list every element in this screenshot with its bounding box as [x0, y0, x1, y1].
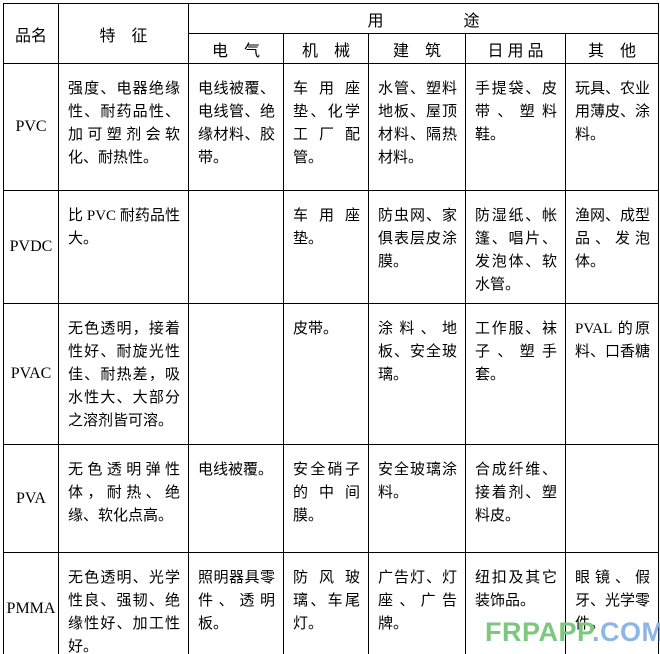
- use-other-pvac: PVAL 的原料、口香糖: [564, 303, 660, 445]
- features-cell-pvac: 无色透明，接着性好、耐旋光性佳、耐热差，吸水性大、大部分之溶剂皆可溶。: [58, 303, 189, 445]
- product-name-pvdc: PVDC: [3, 190, 59, 304]
- use-other-pva: [564, 444, 660, 553]
- header-features: 特 征: [58, 3, 189, 64]
- features-cell-pmma: 无色透明、光学性良、强韧、绝缘性好、加工性好。: [58, 552, 189, 654]
- use-mechanical-pmma: 防风玻璃、车尾灯。: [283, 552, 369, 654]
- use-electrical-pvac: [188, 303, 284, 445]
- header-daily-goods: 日 用 品: [465, 33, 566, 64]
- table-row-pmma: PMMA 无色透明、光学性良、强韧、绝缘性好、加工性好。 照明器具零件、透明板。…: [3, 552, 660, 654]
- product-name-pva: PVA: [3, 444, 59, 553]
- use-mechanical-pva: 安全硝子的中间膜。: [283, 444, 369, 553]
- use-daily-pva: 合成纤维、接着剂、塑料皮。: [465, 444, 566, 553]
- use-other-pvdc: 渔网、成型品、发泡体。: [564, 190, 660, 304]
- features-cell-pvdc: 比 PVC 耐药品性大。: [58, 190, 189, 304]
- table-row-pvdc: PVDC 比 PVC 耐药品性大。 车用座垫。 防虫网、家俱表层皮涂膜。 防湿纸…: [3, 190, 660, 304]
- use-construction-pvdc: 防虫网、家俱表层皮涂膜。: [368, 190, 466, 304]
- watermark-green-text: FRPAPP: [485, 617, 593, 647]
- features-cell-pvc: 强度、电器绝缘性、耐药品性、加可塑剂会软化、耐热性。: [58, 63, 189, 191]
- use-mechanical-pvac: 皮带。: [283, 303, 369, 445]
- product-name-pvc: PVC: [3, 63, 59, 191]
- header-mechanical: 机 械: [283, 33, 369, 64]
- header-other: 其 他: [564, 33, 660, 64]
- table-row-pva: PVA 无色透明弹性体，耐热、绝缘、软化点高。 电线被覆。 安全硝子的中间膜。 …: [3, 444, 660, 553]
- use-mechanical-pvdc: 车用座垫。: [283, 190, 369, 304]
- use-daily-pvac: 工作服、袜子、塑手套。: [465, 303, 566, 445]
- use-daily-pvc: 手提袋、皮带、塑料鞋。: [465, 63, 566, 191]
- watermark-blue-text: .COM: [592, 617, 660, 647]
- watermark: FRPAPP.COM: [485, 617, 660, 648]
- use-electrical-pvdc: [188, 190, 284, 304]
- table-row-pvac: PVAC 无色透明，接着性好、耐旋光性佳、耐热差，吸水性大、大部分之溶剂皆可溶。…: [3, 303, 660, 445]
- table-row-pvc: PVC 强度、电器绝缘性、耐药品性、加可塑剂会软化、耐热性。 电线被覆、电线管、…: [3, 63, 660, 191]
- use-construction-pmma: 广告灯、灯座、广告牌。: [368, 552, 466, 654]
- header-electrical: 电 气: [188, 33, 284, 64]
- features-cell-pva: 无色透明弹性体，耐热、绝缘、软化点高。: [58, 444, 189, 553]
- use-other-pmma: 眼镜、假牙、光学零件。: [564, 552, 660, 654]
- use-mechanical-pvc: 车用座垫、化学工厂配管。: [283, 63, 369, 191]
- use-daily-pvdc: 防湿纸、帐篷、唱片、发泡体、软水管。: [465, 190, 566, 304]
- use-other-pvc: 玩具、农业用薄皮、涂料。: [564, 63, 660, 191]
- use-construction-pvc: 水管、塑料地板、屋顶材料、隔热材料。: [368, 63, 466, 191]
- header-product-name: 品名: [3, 3, 59, 64]
- use-electrical-pmma: 照明器具零件、透明板。: [188, 552, 284, 654]
- header-construction: 建 筑: [368, 33, 466, 64]
- use-daily-pmma: 纽扣及其它装饰品。: [465, 552, 566, 654]
- use-construction-pvac: 涂料、地板、安全玻璃。: [368, 303, 466, 445]
- plastics-properties-table: 品名 特 征 用 途 电 气 机 械 建 筑 日 用 品 其 他 PVC 强度、…: [3, 3, 660, 654]
- product-name-pmma: PMMA: [3, 552, 59, 654]
- product-name-pvac: PVAC: [3, 303, 59, 445]
- use-construction-pva: 安全玻璃涂料。: [368, 444, 466, 553]
- header-uses: 用 途: [187, 3, 660, 34]
- use-electrical-pvc: 电线被覆、电线管、绝缘材料、胶带。: [188, 63, 284, 191]
- use-electrical-pva: 电线被覆。: [188, 444, 284, 553]
